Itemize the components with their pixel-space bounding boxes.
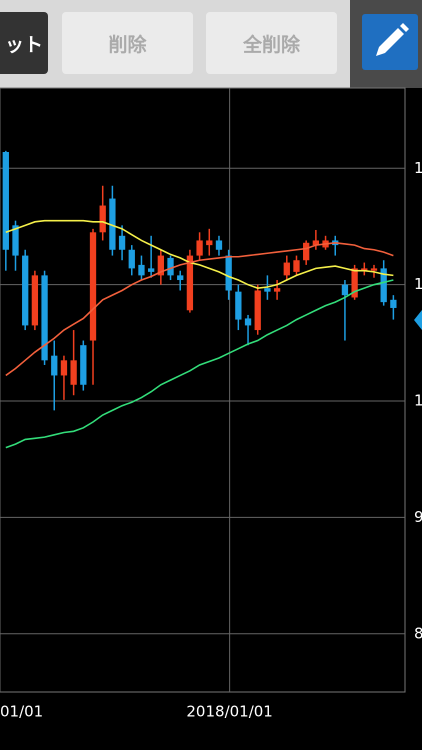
candle-body xyxy=(264,288,271,292)
delete-all-button[interactable]: 全削除 xyxy=(206,12,337,74)
candle-body xyxy=(215,240,223,250)
x-tick-label: 2018/01/01 xyxy=(186,703,272,721)
candle-body xyxy=(31,275,39,326)
y-tick-label: 8 xyxy=(414,624,422,642)
y-tick-label: 1 xyxy=(414,275,422,293)
candle-body xyxy=(370,268,378,271)
candle-body xyxy=(303,242,310,261)
candle-body xyxy=(390,299,397,308)
candle-body xyxy=(273,288,281,292)
candle-body xyxy=(186,255,194,311)
price-marker xyxy=(414,310,422,330)
candle-body xyxy=(89,232,97,341)
candle-body xyxy=(177,275,184,281)
candle-body xyxy=(312,240,320,246)
candle-body xyxy=(138,264,145,276)
candle-body xyxy=(41,275,48,361)
y-tick-label: 1 xyxy=(414,392,422,410)
moving-average-line xyxy=(5,219,394,289)
candle-body xyxy=(70,360,77,385)
x-tick-label: 01/01 xyxy=(0,703,43,721)
candle-body xyxy=(99,205,106,233)
candle-body xyxy=(147,268,155,272)
candle-body xyxy=(109,198,116,250)
tool-panel xyxy=(350,0,422,88)
candle-body xyxy=(225,255,232,291)
candle-body xyxy=(196,240,203,256)
candle-body xyxy=(22,255,29,326)
candle-body xyxy=(60,360,68,376)
delete-button[interactable]: 削除 xyxy=(62,12,193,74)
candle-body xyxy=(51,355,58,376)
candle-body xyxy=(128,249,135,269)
pen-button[interactable] xyxy=(362,14,418,70)
pen-icon xyxy=(376,23,409,56)
candle-body xyxy=(244,318,252,326)
y-tick-label: 1 xyxy=(414,159,422,177)
candle-body xyxy=(361,268,368,271)
candle-body xyxy=(235,291,242,320)
candle-body xyxy=(351,268,358,298)
plot-border xyxy=(0,87,406,693)
candle-body xyxy=(2,152,9,250)
moving-average-line xyxy=(5,241,394,377)
candle-body xyxy=(157,255,164,276)
candle-body xyxy=(206,240,213,246)
reset-button[interactable]: ット xyxy=(0,12,48,74)
candle-body xyxy=(254,290,261,331)
candle-body xyxy=(283,262,290,276)
candle-body xyxy=(118,235,126,250)
moving-average-line xyxy=(5,279,394,449)
candle-body xyxy=(167,257,174,276)
y-tick-label: 9 xyxy=(414,508,422,526)
candle-body xyxy=(341,284,349,296)
candle-body xyxy=(12,225,19,256)
candle-body xyxy=(80,345,87,385)
candle-body xyxy=(380,268,387,303)
toolbar: ット 削除 全削除 xyxy=(0,0,422,88)
candle-body xyxy=(293,260,300,272)
